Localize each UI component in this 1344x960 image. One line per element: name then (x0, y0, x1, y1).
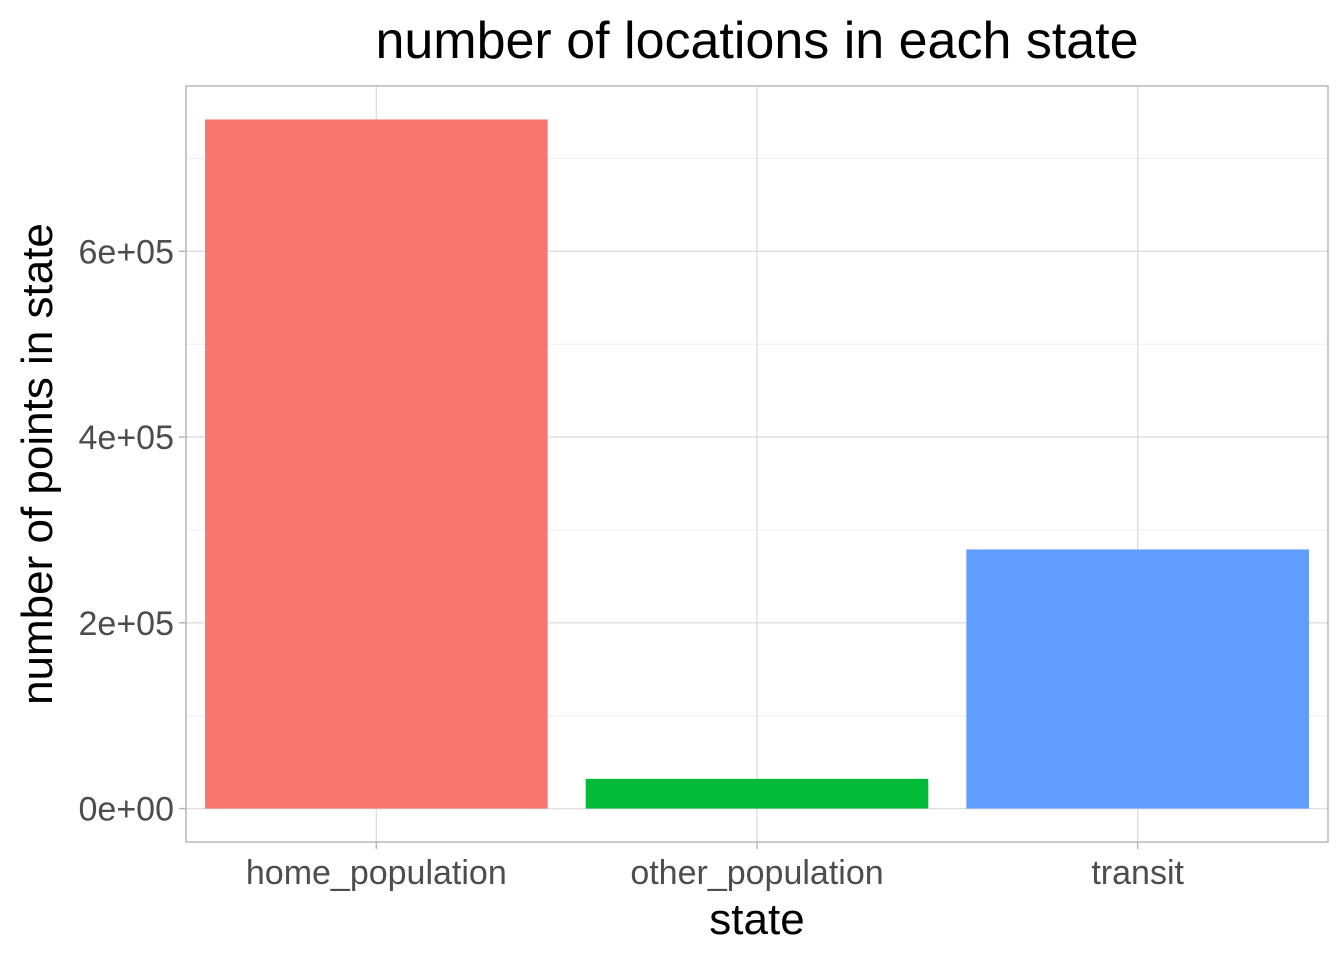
bar-transit (966, 549, 1309, 809)
bar-other-population (585, 778, 929, 809)
y-tick-label: 0e+00 (79, 791, 175, 829)
y-axis-ticks: 0e+00 2e+05 4e+05 6e+05 (79, 233, 186, 829)
y-tick-label: 4e+05 (79, 419, 175, 457)
x-tick-label: other_population (630, 854, 883, 892)
y-axis-title: number of points in state (13, 223, 62, 705)
chart-title: number of locations in each state (375, 12, 1138, 70)
x-tick-label: transit (1091, 854, 1184, 892)
y-tick-label: 6e+05 (79, 233, 175, 271)
x-axis-ticks: home_population other_population transit (246, 842, 1185, 892)
y-tick-label: 2e+05 (79, 605, 175, 643)
bars (205, 119, 1309, 809)
bar-home-population (205, 119, 548, 809)
x-axis-title: state (709, 895, 804, 944)
x-tick-label: home_population (246, 854, 507, 892)
